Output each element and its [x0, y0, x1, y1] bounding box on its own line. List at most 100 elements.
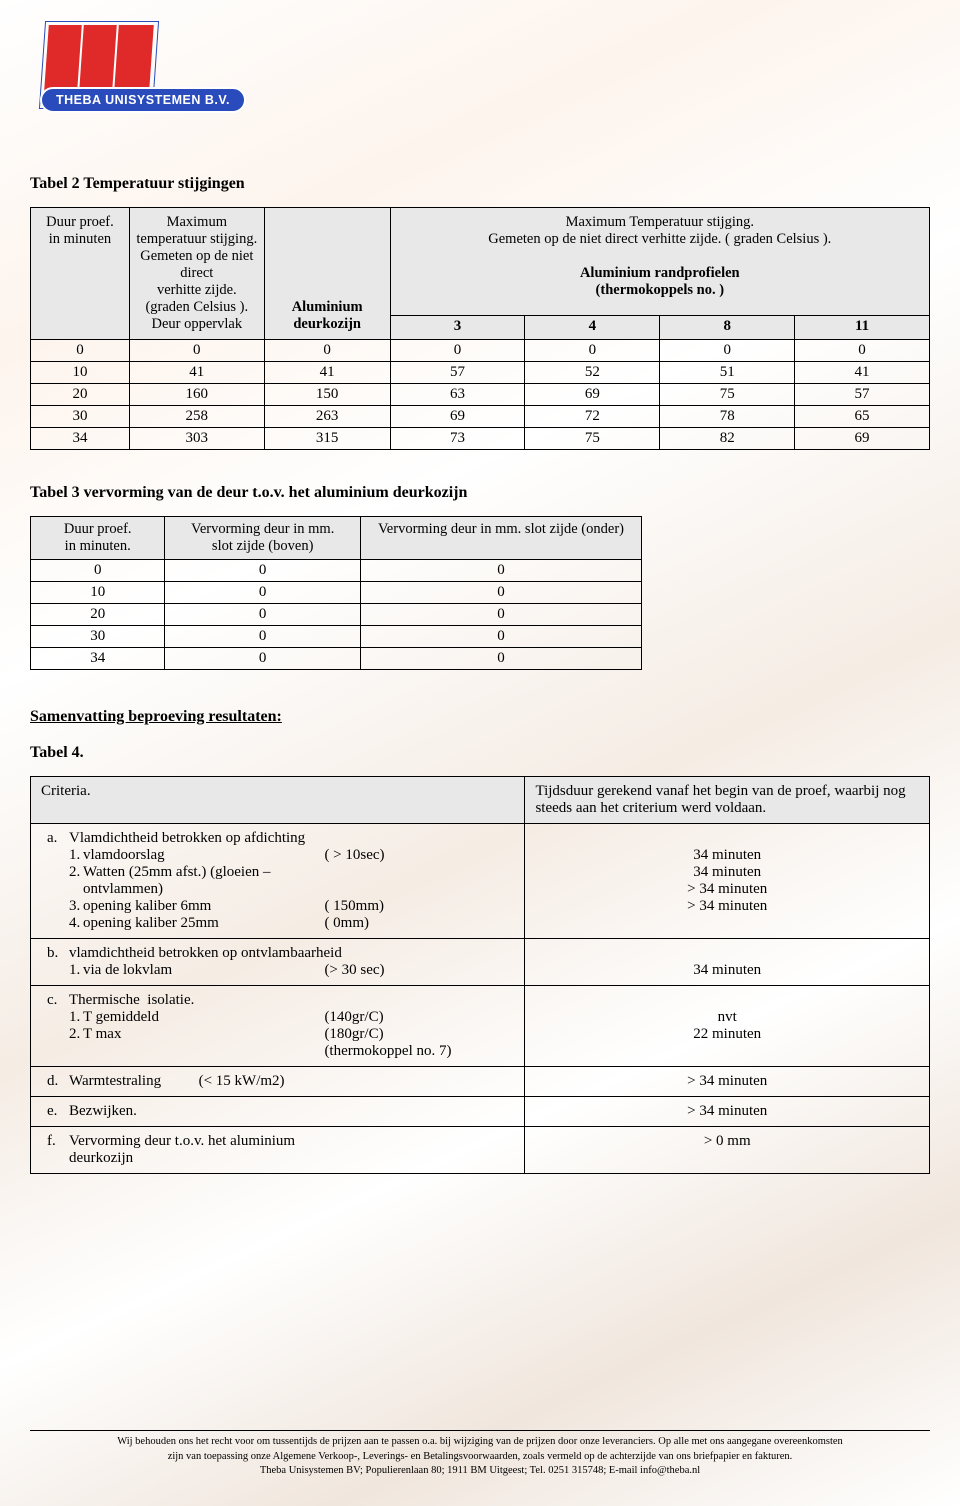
- t2-cell: 315: [264, 428, 390, 450]
- t3-cell: 34: [31, 648, 165, 670]
- t2-cell: 0: [129, 340, 264, 362]
- t2-cell: 0: [660, 340, 795, 362]
- t3-cell: 0: [165, 604, 361, 626]
- t2-subcol-4: 4: [525, 315, 660, 339]
- t4-sub-num: 3.: [41, 898, 77, 915]
- logo-brand-text: THEBA UNISYSTEMEN B.V.: [40, 87, 246, 113]
- t4-sub-param: (> 30 sec): [324, 962, 514, 979]
- table3: Duur proef.in minuten.Vervorming deur in…: [30, 516, 642, 670]
- t4-hdr-criteria: Criteria.: [31, 777, 525, 824]
- t2-hdr-duration: Duur proef.in minuten: [31, 208, 130, 340]
- t3-cell: 0: [165, 582, 361, 604]
- t4-sub-param: (thermokoppel no. 7): [324, 1043, 514, 1060]
- t4-value-cell: nvt22 minuten: [525, 986, 930, 1067]
- t2-cell: 57: [795, 384, 930, 406]
- t2-cell: 69: [390, 406, 525, 428]
- table2: Duur proef.in minutenMaximumtemperatuur …: [30, 207, 930, 450]
- t4-sub-text: via de lokvlam: [83, 962, 324, 979]
- t2-subcol-3: 3: [390, 315, 525, 339]
- t3-hdr-boven: Vervorming deur in mm.slot zijde (boven): [165, 517, 361, 560]
- t3-cell: 0: [360, 604, 641, 626]
- t2-cell: 57: [390, 362, 525, 384]
- t4-sub-param: ( 150mm): [324, 898, 514, 915]
- t3-cell: 0: [360, 648, 641, 670]
- t4-sub-text: opening kaliber 6mm: [83, 898, 324, 915]
- t4-sub-val: > 34 minuten: [535, 898, 919, 915]
- summary-heading: Samenvatting beproeving resultaten:: [30, 708, 930, 726]
- t2-cell: 82: [660, 428, 795, 450]
- t4-sub-val: 34 minuten: [535, 847, 919, 864]
- t3-cell: 0: [360, 582, 641, 604]
- t4-value-cell: > 34 minuten: [525, 1067, 930, 1097]
- t3-cell: 0: [31, 560, 165, 582]
- t3-cell: 30: [31, 626, 165, 648]
- t4-sub-num: 2.: [41, 1026, 77, 1043]
- t2-cell: 34: [31, 428, 130, 450]
- table2-title: Tabel 2 Temperatuur stijgingen: [30, 175, 930, 193]
- t4-sub-text: opening kaliber 25mm: [83, 915, 324, 932]
- t4-letter: f.: [41, 1133, 69, 1167]
- t3-cell: 0: [165, 626, 361, 648]
- t3-cell: 0: [360, 626, 641, 648]
- t2-cell: 51: [660, 362, 795, 384]
- t4-sub-param: (180gr/C): [324, 1026, 514, 1043]
- t4-sub-param: ( 0mm): [324, 915, 514, 932]
- t4-sub-val: 34 minuten: [535, 864, 919, 881]
- t4-criteria-cell: f.Vervorming deur t.o.v. het aluminiumde…: [31, 1127, 525, 1174]
- t3-hdr-onder: Vervorming deur in mm. slot zijde (onder…: [360, 517, 641, 560]
- t4-sub-num: 2.: [41, 864, 77, 898]
- footer-line-3: Theba Unisystemen BV; Populierenlaan 80;…: [30, 1464, 930, 1478]
- t4-sub-num: 1.: [41, 1009, 77, 1026]
- t4-sub-val: nvt: [535, 1009, 919, 1026]
- t2-cell: 69: [525, 384, 660, 406]
- t3-cell: 0: [165, 648, 361, 670]
- t2-cell: 0: [264, 340, 390, 362]
- t4-sub-text: T gemiddeld: [83, 1009, 324, 1026]
- t4-head: Vervorming deur t.o.v. het aluminiumdeur…: [69, 1133, 514, 1167]
- t4-sub-num: [41, 1043, 77, 1060]
- t4-sub-num: 4.: [41, 915, 77, 932]
- t3-cell: 0: [360, 560, 641, 582]
- table4-title: Tabel 4.: [30, 744, 930, 762]
- t2-cell: 0: [31, 340, 130, 362]
- company-logo: THEBA UNISYSTEMEN B.V.: [40, 25, 260, 135]
- t2-cell: 73: [390, 428, 525, 450]
- t2-cell: 75: [660, 384, 795, 406]
- t2-hdr-kozijn: Aluminiumdeurkozijn: [264, 208, 390, 340]
- t4-letter: d.: [41, 1073, 69, 1090]
- t4-sub-val: 34 minuten: [535, 962, 919, 979]
- t4-sub-val: > 34 minuten: [535, 881, 919, 898]
- t4-criteria-cell: d.Warmtestraling (< 15 kW/m2): [31, 1067, 525, 1097]
- t4-letter: e.: [41, 1103, 69, 1120]
- t4-sub-param: ( > 10sec): [324, 847, 514, 864]
- t4-value-cell: 34 minuten: [525, 939, 930, 986]
- t4-hdr-duration: Tijdsduur gerekend vanaf het begin van d…: [525, 777, 930, 824]
- t4-head: Thermische isolatie.: [69, 992, 514, 1009]
- t4-sub-text: vlamdoorslag: [83, 847, 324, 864]
- table4: Criteria.Tijdsduur gerekend vanaf het be…: [30, 776, 930, 1174]
- t4-value-cell: 34 minuten34 minuten> 34 minuten> 34 min…: [525, 824, 930, 939]
- t4-sub-num: 1.: [41, 847, 77, 864]
- t3-cell: 20: [31, 604, 165, 626]
- table3-title: Tabel 3 vervorming van de deur t.o.v. he…: [30, 484, 930, 502]
- t4-head: Bezwijken.: [69, 1103, 514, 1120]
- t4-head: Vlamdichtheid betrokken op afdichting: [69, 830, 514, 847]
- t4-sub-param: [324, 864, 514, 898]
- t4-criteria-cell: e.Bezwijken.: [31, 1097, 525, 1127]
- t4-sub-param: (140gr/C): [324, 1009, 514, 1026]
- page-footer: Wij behouden ons het recht voor om tusse…: [30, 1430, 930, 1478]
- t4-single-val: > 34 minuten: [687, 1103, 767, 1119]
- t4-letter: c.: [41, 992, 69, 1009]
- t4-sub-text: [83, 1043, 324, 1060]
- t2-cell: 0: [525, 340, 660, 362]
- t4-single-val: > 0 mm: [704, 1133, 751, 1149]
- t4-letter: a.: [41, 830, 69, 847]
- t2-cell: 72: [525, 406, 660, 428]
- t2-cell: 65: [795, 406, 930, 428]
- t4-sub-text: Watten (25mm afst.) (gloeien – ontvlamme…: [83, 864, 324, 898]
- t4-sub-val: [535, 1043, 919, 1060]
- t3-cell: 10: [31, 582, 165, 604]
- t2-cell: 52: [525, 362, 660, 384]
- t4-criteria-cell: c.Thermische isolatie.1. T gemiddeld(140g…: [31, 986, 525, 1067]
- t3-cell: 0: [165, 560, 361, 582]
